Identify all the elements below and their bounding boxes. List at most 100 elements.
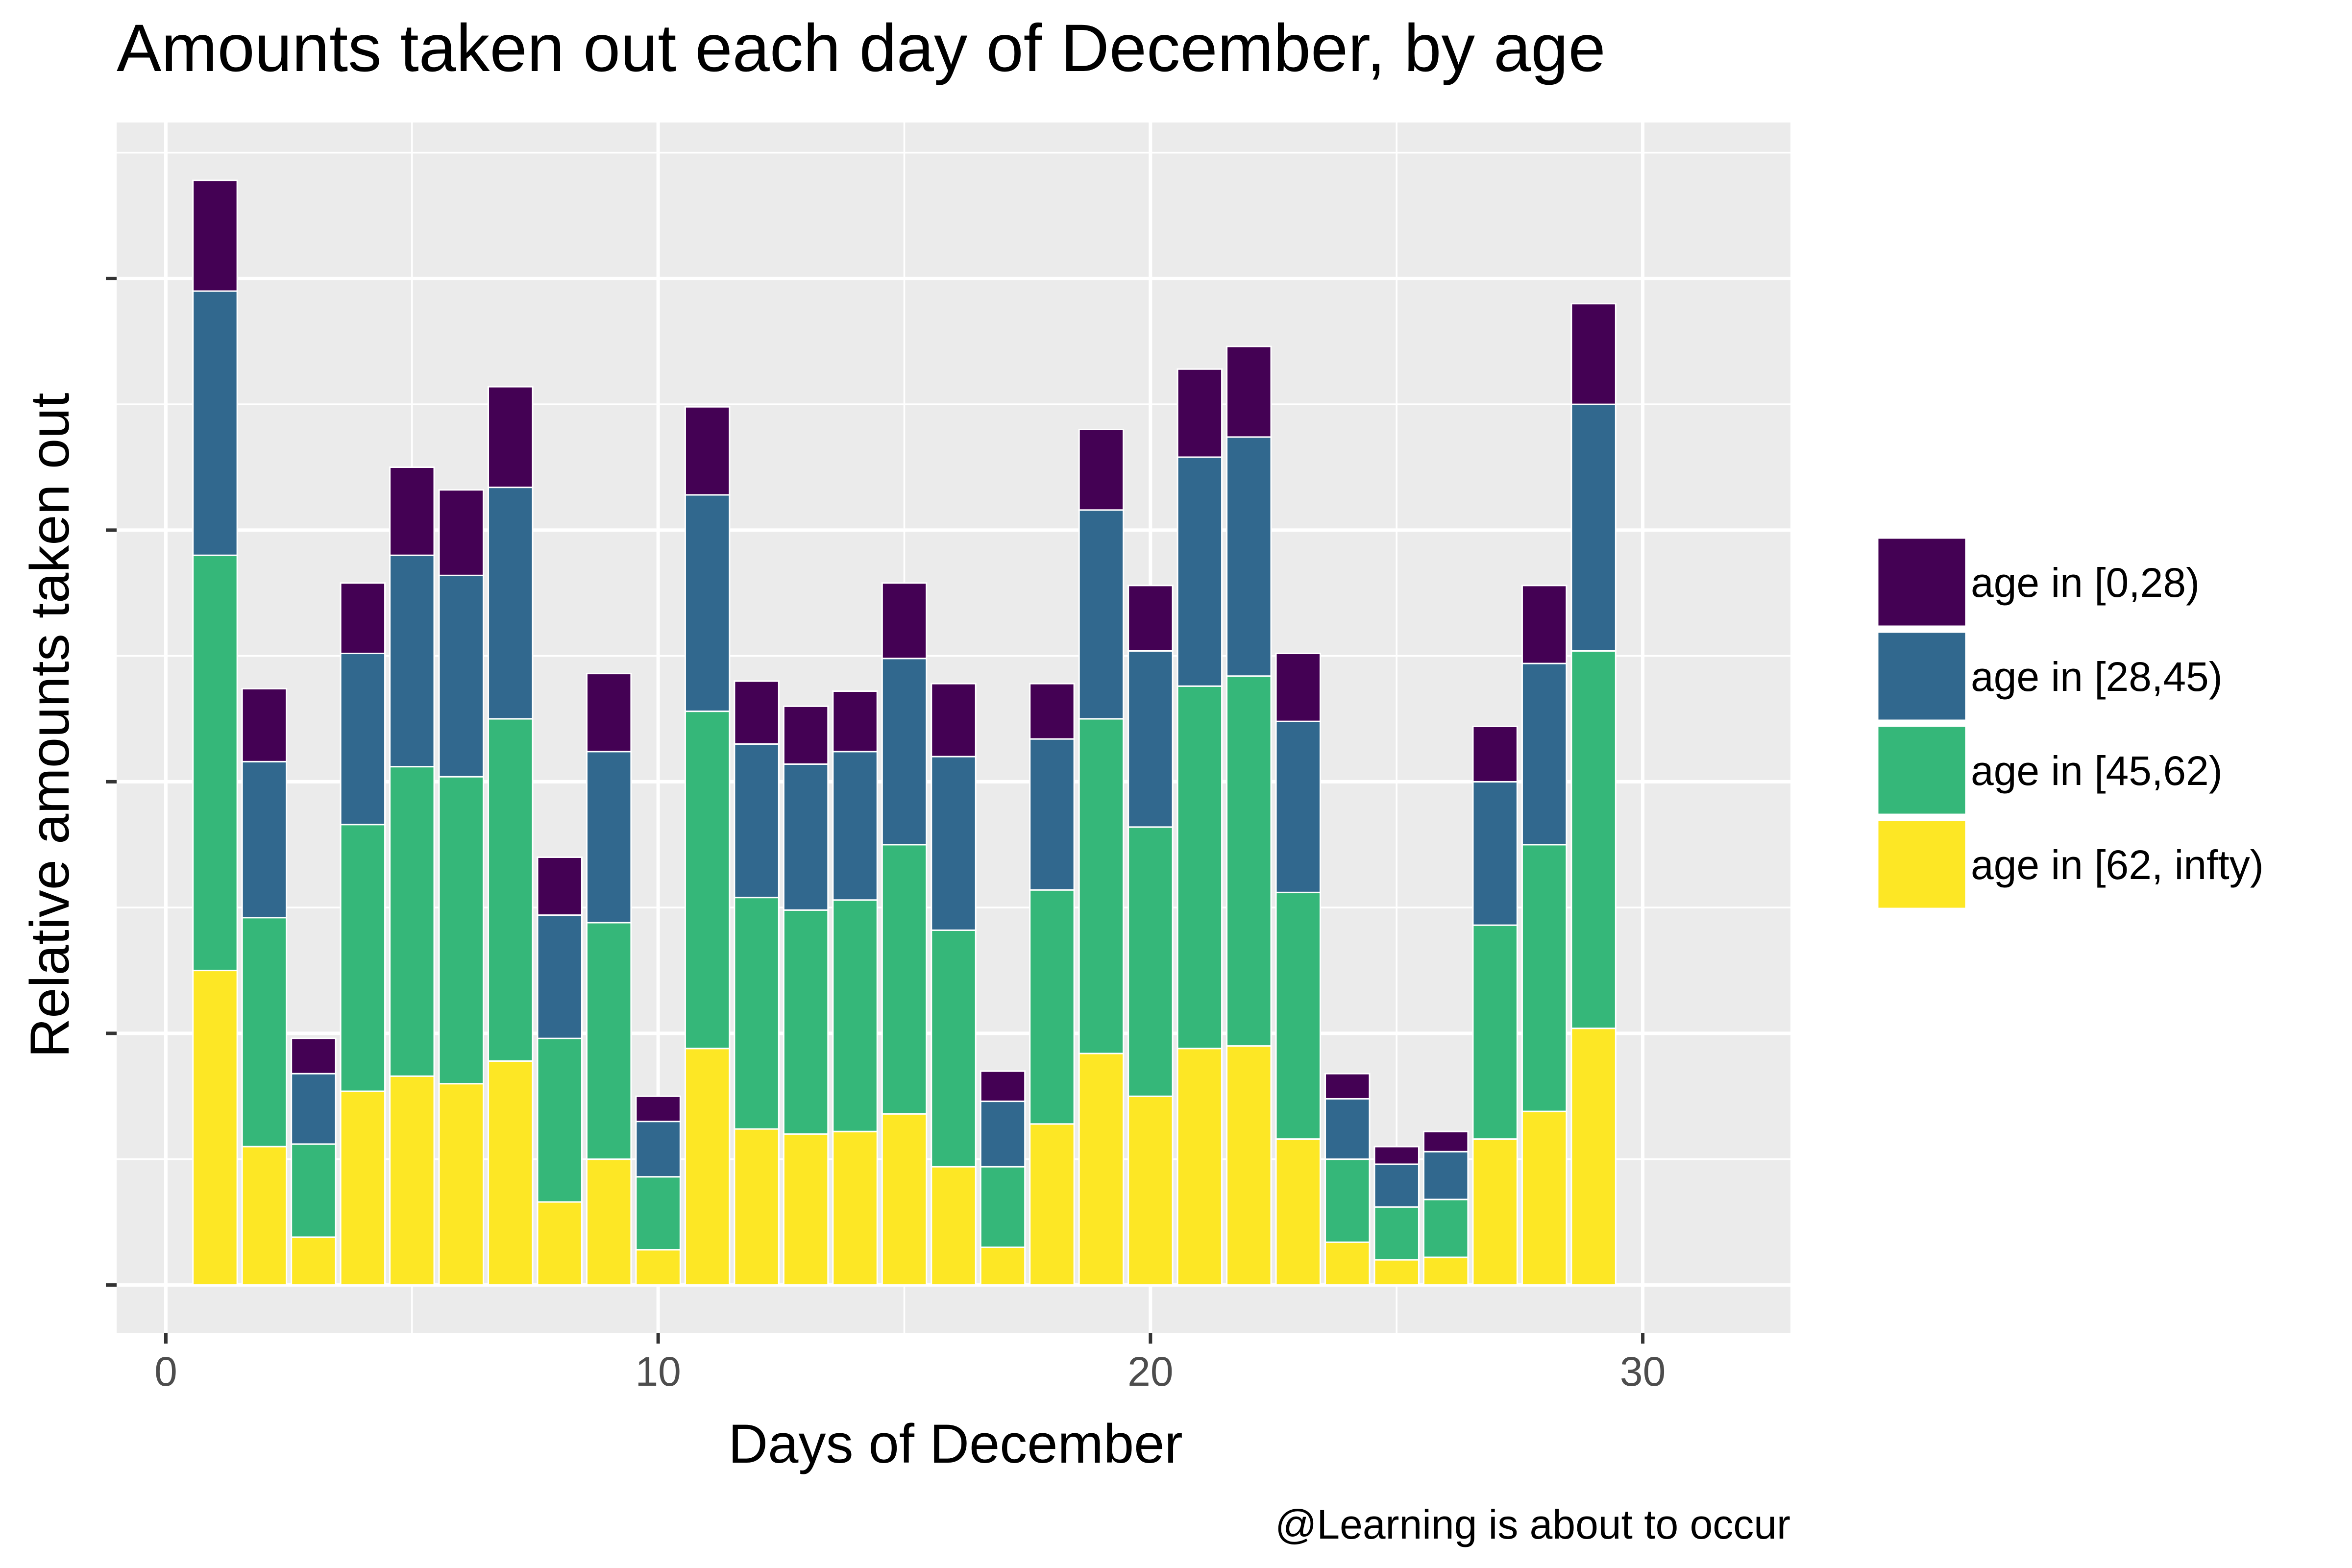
bar-segment — [241, 917, 288, 1148]
legend: age in [0,28) age in [28,45) age in [45,62… — [1877, 537, 2264, 909]
bar-segment — [291, 1073, 337, 1145]
bar-segment — [1472, 1138, 1518, 1286]
bar-segment — [1422, 1256, 1469, 1286]
bar-segment — [1373, 1146, 1420, 1165]
bar-segment — [1029, 683, 1075, 740]
bar-segment — [1373, 1206, 1420, 1261]
bar-segment — [537, 914, 583, 1039]
bar-segment — [1176, 685, 1223, 1050]
bar-segment — [586, 751, 632, 924]
bar-segment — [1324, 1073, 1371, 1100]
bar-segment — [340, 1090, 386, 1286]
bar-segment — [783, 1133, 829, 1286]
bar-segment — [832, 899, 878, 1132]
bar-segment — [1570, 650, 1617, 1029]
bar-segment — [1078, 718, 1125, 1054]
bars — [192, 179, 1617, 1286]
bar-segment — [931, 756, 977, 931]
bar-segment — [537, 1201, 583, 1286]
bar-segment — [684, 406, 731, 496]
chart-title: Amounts taken out each day of December, … — [117, 11, 1606, 86]
bar-segment — [438, 489, 485, 576]
bar-segment — [1521, 662, 1568, 846]
bar-segment — [1029, 1123, 1075, 1286]
bar-segment — [1570, 403, 1617, 652]
bar-segment — [980, 1166, 1026, 1248]
bar-segment — [192, 554, 238, 972]
bar-segment — [291, 1143, 337, 1238]
bar-segment — [389, 766, 435, 1077]
bar-segment — [1176, 368, 1223, 458]
bar-segment — [586, 1158, 632, 1286]
bar-segment — [438, 776, 485, 1085]
bar-segment — [1472, 924, 1518, 1140]
x-tick-label: 20 — [1127, 1348, 1173, 1395]
legend-key — [1877, 537, 1967, 627]
bar-segment — [881, 1113, 928, 1286]
bar-segment — [931, 683, 977, 758]
bar-segment — [438, 574, 485, 778]
bar-segment — [1422, 1130, 1469, 1152]
bar-segment — [980, 1246, 1026, 1286]
x-tick-label: 30 — [1620, 1348, 1666, 1395]
bar-segment — [1078, 1053, 1125, 1286]
bar-segment — [734, 897, 780, 1130]
bar-segment — [1127, 1095, 1174, 1286]
bar-segment — [1029, 889, 1075, 1125]
bar-segment — [1176, 456, 1223, 687]
bar-segment — [684, 494, 731, 712]
bar-segment — [488, 718, 534, 1062]
legend-key — [1877, 819, 1967, 909]
bar-segment — [832, 690, 878, 753]
bar-segment — [635, 1095, 681, 1123]
bar-segment — [1275, 720, 1322, 893]
bar-segment — [438, 1083, 485, 1286]
legend-label: age in [0,28) — [1971, 560, 2200, 606]
bar-segment — [881, 844, 928, 1115]
bar-segment — [1472, 725, 1518, 783]
bar-segment — [291, 1236, 337, 1286]
bar-segment — [1078, 428, 1125, 511]
bar-segment — [635, 1176, 681, 1251]
bar-segment — [1422, 1151, 1469, 1200]
bar-segment — [1422, 1199, 1469, 1258]
bar-segment — [241, 687, 288, 762]
bar-segment — [340, 824, 386, 1092]
bar-segment — [684, 710, 731, 1050]
bar-segment — [488, 386, 534, 489]
bar-segment — [1226, 436, 1272, 677]
bar-segment — [1570, 1028, 1617, 1286]
bar-segment — [1176, 1048, 1223, 1286]
bar-segment — [980, 1070, 1026, 1102]
y-axis-title: Relative amounts taken out — [19, 392, 80, 1057]
bar-segment — [291, 1037, 337, 1075]
legend-key — [1877, 631, 1967, 721]
bar-segment — [192, 179, 238, 292]
bar-segment — [1275, 653, 1322, 722]
bar-segment — [586, 922, 632, 1160]
x-tick-label: 10 — [635, 1348, 681, 1395]
chart-caption: @Learning is about to occur — [1275, 1501, 1790, 1547]
bar-segment — [1521, 1110, 1568, 1286]
bar-segment — [1472, 781, 1518, 926]
bar-segment — [881, 658, 928, 846]
bar-segment — [783, 763, 829, 911]
bar-segment — [783, 909, 829, 1135]
bar-segment — [1373, 1259, 1420, 1286]
bar-segment — [1029, 738, 1075, 891]
bar-segment — [1521, 585, 1568, 664]
legend-label: age in [28,45) — [1971, 654, 2223, 700]
bar-segment — [783, 705, 829, 765]
bar-segment — [931, 929, 977, 1168]
bar-segment — [1570, 303, 1617, 405]
bar-segment — [241, 760, 288, 919]
bar-segment — [734, 1128, 780, 1286]
bar-segment — [389, 1075, 435, 1286]
bar-segment — [340, 582, 386, 655]
bar-segment — [1275, 891, 1322, 1140]
x-axis-title: Days of December — [728, 1413, 1182, 1474]
axes: 0 10 20 30 — [106, 276, 1666, 1395]
x-tick-label: 0 — [154, 1348, 177, 1395]
bar-segment — [586, 673, 632, 753]
